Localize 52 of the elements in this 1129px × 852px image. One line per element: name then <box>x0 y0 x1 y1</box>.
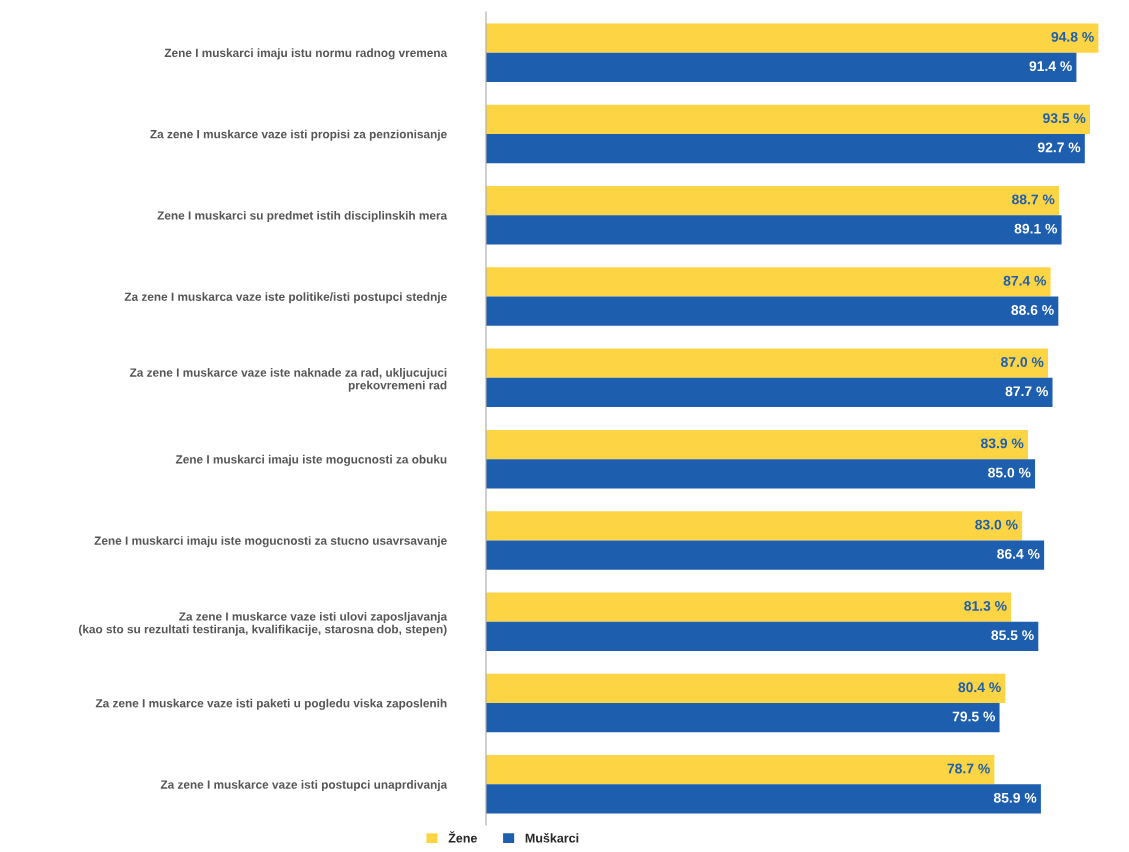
data-label: 92.7 % <box>1037 142 1081 153</box>
data-label: 93.5 % <box>1043 113 1086 124</box>
bar <box>486 459 1036 489</box>
data-label: 85.5 % <box>991 630 1034 641</box>
data-label: 79.5 % <box>952 711 996 722</box>
bar <box>486 348 1048 378</box>
data-label: 88.6 % <box>1011 305 1054 315</box>
y-tick-label: Zene I muskarci imaju istu normu radnog vremena <box>164 48 448 60</box>
data-label: 89.1 % <box>1014 223 1058 234</box>
bar <box>486 592 1012 622</box>
bar <box>486 540 1045 570</box>
bar <box>486 703 1000 733</box>
data-label: 91.4 % <box>1029 61 1072 72</box>
legend-label: Muškarci <box>525 833 579 843</box>
data-label: 87.7 % <box>1005 386 1048 397</box>
bar <box>486 104 1090 134</box>
y-tick-label: Za zene I muskarce vaze isti postupci unaprdivanja <box>160 780 448 792</box>
y-tick-label: Zene I muskarci imaju iste mogucnosti za stucno usavrsavanje <box>94 536 447 548</box>
bar <box>486 511 1023 541</box>
bar <box>486 755 995 785</box>
data-label: 78.7 % <box>947 763 990 774</box>
data-label: 83.9 % <box>981 438 1024 449</box>
y-tick-label: Za zene I muskarce vaze isti ulovi zaposljavanja (kao sto su rezultati testiranja, kvalifikacije, starosna dob, stepen) <box>79 611 448 636</box>
data-label: 86.4 % <box>997 548 1040 559</box>
bar <box>486 673 1006 704</box>
bar <box>486 23 1099 53</box>
data-label: 83.0 % <box>975 519 1018 530</box>
y-tick-label: Zene I muskarci su predmet istih disciplinskih mera <box>157 210 448 222</box>
bar <box>486 621 1039 652</box>
bar <box>486 133 1085 164</box>
bar <box>486 296 1059 326</box>
bar <box>486 377 1053 408</box>
bar <box>486 429 1028 460</box>
y-tick-label: Za zene I muskarca vaze iste politike/isti postupci stednje <box>124 292 447 304</box>
bar <box>486 267 1051 297</box>
data-label: 81.3 % <box>964 601 1007 611</box>
data-label: 85.9 % <box>993 792 1037 803</box>
y-tick-label: Za zene I muskarce vaze isti propisi za penzionisanje <box>150 129 447 141</box>
data-label: 94.8 % <box>1051 31 1094 42</box>
data-label: 88.7 % <box>1012 194 1055 205</box>
data-label: 85.0 % <box>988 467 1031 478</box>
bar <box>486 185 1059 216</box>
data-label: 80.4 % <box>958 682 1001 693</box>
bar <box>486 52 1077 82</box>
data-label: 87.0 % <box>1001 357 1044 367</box>
y-tick-label: Zene I muskarci imaju iste mogucnosti za obuku <box>175 454 447 466</box>
data-label: 87.4 % <box>1003 275 1047 286</box>
bar <box>486 784 1041 814</box>
legend-label: Žene <box>448 831 477 843</box>
bar <box>486 215 1062 245</box>
y-tick-label: Za zene I muskarce vaze iste naknade za rad, ukljucujuci prekovremeni rad <box>129 368 447 392</box>
y-tick-label: Za zene I muskarce vaze isti paketi u pogledu viska zaposlenih <box>95 698 447 710</box>
